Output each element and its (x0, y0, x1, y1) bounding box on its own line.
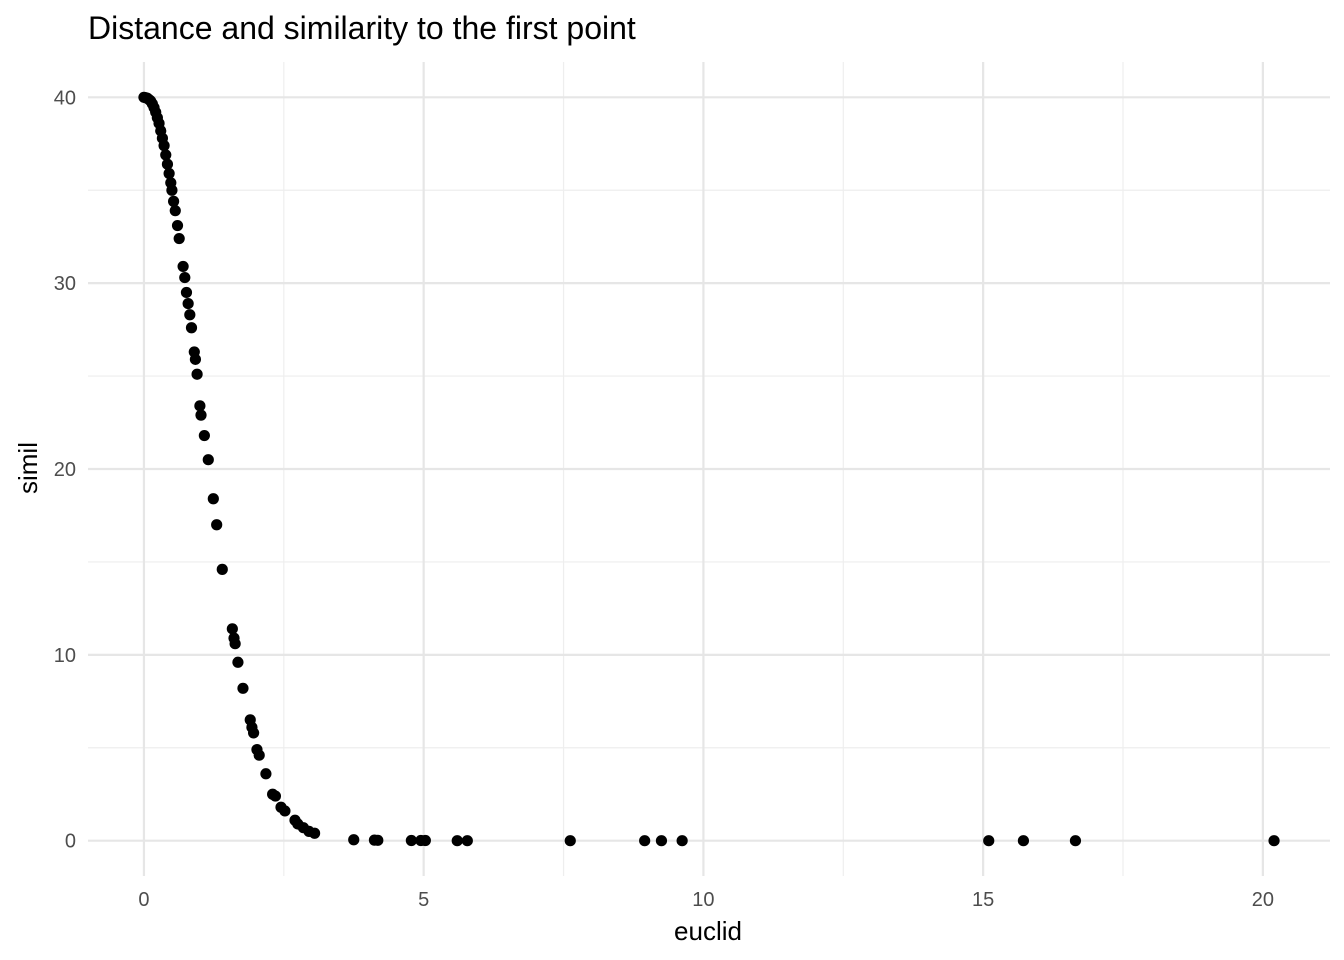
data-point (171, 219, 184, 232)
data-point (655, 835, 668, 847)
data-point (419, 834, 431, 847)
y-tick-label: 40 (54, 87, 76, 109)
data-point (182, 297, 194, 310)
data-point (161, 158, 174, 170)
x-tick-label: 20 (1252, 889, 1274, 911)
data-point (564, 835, 576, 847)
y-tick-label: 10 (54, 645, 76, 667)
y-tick-label: 30 (54, 273, 76, 295)
data-point (1017, 835, 1030, 847)
data-point (1268, 835, 1280, 847)
data-point (177, 260, 189, 273)
data-point (269, 790, 282, 802)
data-point (173, 232, 185, 245)
x-tick-label: 15 (972, 889, 994, 911)
data-point (237, 682, 249, 694)
data-point (676, 835, 688, 847)
data-point (348, 834, 360, 846)
data-point (195, 409, 207, 421)
x-tick-label: 5 (418, 889, 429, 911)
y-tick-label: 20 (54, 459, 76, 481)
data-point (1069, 835, 1082, 847)
data-point (639, 835, 651, 847)
data-point (229, 638, 241, 650)
data-point (232, 656, 244, 668)
data-point (308, 827, 321, 839)
data-points (138, 91, 1280, 847)
data-point (248, 727, 260, 739)
data-point (169, 205, 181, 217)
chart-title: Distance and similarity to the first poi… (88, 10, 636, 46)
data-point (260, 768, 272, 780)
data-point (279, 805, 291, 817)
data-point (451, 835, 463, 847)
data-point (166, 184, 178, 196)
y-axis-ticks: 0 10 20 30 40 (54, 87, 76, 852)
data-point (226, 623, 238, 635)
data-point (198, 429, 210, 442)
data-point (184, 309, 196, 321)
data-point (163, 167, 175, 180)
data-point (179, 271, 191, 284)
data-point (185, 322, 198, 334)
data-point (216, 563, 228, 575)
data-point (189, 353, 202, 365)
x-tick-label: 10 (692, 889, 714, 911)
x-axis-title: euclid (674, 916, 742, 946)
data-point (160, 149, 172, 161)
data-point (194, 400, 206, 412)
data-point (207, 493, 219, 505)
y-axis-title: simil (13, 442, 43, 494)
data-point (167, 195, 180, 207)
data-point (461, 835, 473, 847)
data-point (983, 835, 995, 847)
data-point (158, 140, 170, 152)
y-tick-label: 0 (65, 831, 76, 853)
x-tick-label: 0 (138, 889, 149, 911)
data-point (202, 454, 214, 466)
data-point (253, 749, 265, 761)
grid (88, 62, 1330, 876)
data-point (211, 519, 223, 531)
data-point (191, 368, 203, 380)
data-point (405, 834, 417, 847)
data-point (180, 286, 193, 299)
data-point (372, 834, 384, 846)
x-axis-ticks: 0 5 10 15 20 (138, 889, 1274, 911)
